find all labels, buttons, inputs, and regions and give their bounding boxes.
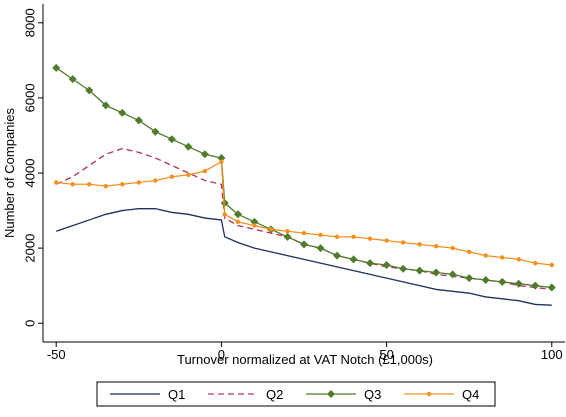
marker <box>432 268 441 277</box>
marker <box>202 168 208 174</box>
marker <box>301 230 307 236</box>
legend-label: Q3 <box>364 387 381 402</box>
marker <box>433 244 439 249</box>
marker <box>233 210 242 219</box>
y-axis-label: Number of Companies <box>2 107 17 238</box>
marker <box>167 135 176 144</box>
marker <box>426 391 432 397</box>
x-tick-label: 50 <box>379 347 393 362</box>
marker <box>349 255 358 264</box>
y-tick-label: 4000 <box>22 159 37 188</box>
marker <box>516 257 521 262</box>
y-tick-label: 6000 <box>22 83 37 112</box>
marker <box>283 232 292 241</box>
marker <box>120 182 125 187</box>
marker <box>68 75 77 84</box>
marker <box>415 266 424 275</box>
marker <box>500 255 505 260</box>
marker <box>222 212 227 217</box>
marker <box>514 279 523 288</box>
marker <box>250 217 259 226</box>
marker <box>101 101 110 110</box>
marker <box>103 183 108 189</box>
marker <box>498 277 507 286</box>
series-line <box>56 208 552 306</box>
marker <box>70 182 75 187</box>
marker <box>252 223 257 228</box>
marker <box>54 180 59 185</box>
marker <box>220 199 229 208</box>
y-tick-label: 0 <box>22 320 37 327</box>
x-tick-label: 0 <box>218 347 225 362</box>
marker <box>268 227 274 232</box>
marker <box>333 251 342 260</box>
marker <box>200 150 209 159</box>
marker <box>153 178 158 183</box>
legend-label: Q4 <box>462 387 479 402</box>
marker <box>382 261 391 270</box>
marker <box>533 260 538 266</box>
legend-label: Q2 <box>266 387 283 402</box>
legend-label: Q1 <box>168 387 185 402</box>
plot-area <box>43 4 565 342</box>
marker <box>300 240 308 249</box>
marker <box>184 142 193 151</box>
marker <box>186 172 191 178</box>
marker <box>151 127 160 136</box>
marker <box>366 259 375 268</box>
marker <box>417 242 422 247</box>
marker <box>85 86 94 95</box>
marker <box>466 249 472 255</box>
marker <box>481 276 490 285</box>
marker <box>399 264 408 273</box>
marker <box>316 244 325 253</box>
marker <box>384 238 389 243</box>
marker <box>549 262 554 268</box>
marker <box>483 253 488 258</box>
marker <box>118 108 127 117</box>
marker <box>448 270 457 279</box>
marker <box>351 234 356 240</box>
marker <box>334 234 340 240</box>
marker <box>169 174 175 179</box>
marker <box>217 153 226 162</box>
marker <box>235 219 241 225</box>
marker <box>450 245 455 251</box>
marker <box>547 283 556 292</box>
x-tick-label: -50 <box>47 347 66 362</box>
marker <box>367 236 373 241</box>
marker <box>465 274 474 283</box>
marker <box>219 159 224 164</box>
x-axis-label: Turnover normalized at VAT Notch (£1,000… <box>177 352 433 367</box>
marker <box>134 116 143 125</box>
marker <box>136 180 142 185</box>
marker <box>87 182 92 187</box>
x-tick-label: 100 <box>541 347 563 362</box>
y-tick-label: 8000 <box>22 8 37 37</box>
marker <box>285 229 290 234</box>
marker <box>52 63 61 72</box>
marker <box>327 390 335 398</box>
series-line <box>56 160 552 266</box>
marker <box>400 240 406 245</box>
marker <box>531 281 540 290</box>
marker <box>318 232 323 238</box>
y-tick-label: 2000 <box>22 234 37 263</box>
